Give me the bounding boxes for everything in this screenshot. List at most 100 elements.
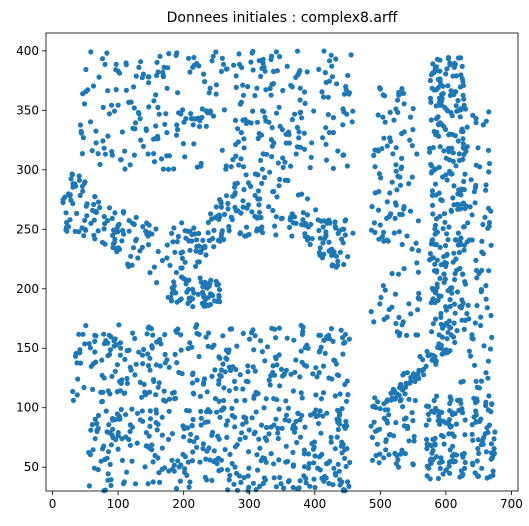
data-point (453, 103, 459, 109)
data-point (332, 219, 338, 225)
data-point (229, 326, 235, 332)
data-point (384, 143, 390, 149)
data-point (464, 124, 470, 130)
data-point (323, 125, 329, 131)
data-point (278, 481, 284, 487)
data-point (241, 187, 247, 193)
data-point (424, 446, 430, 452)
data-point (445, 54, 452, 61)
data-point (137, 116, 143, 122)
data-point (147, 355, 153, 361)
data-point (376, 171, 382, 177)
data-point (299, 191, 305, 197)
data-point (190, 449, 196, 455)
data-point (260, 60, 266, 66)
data-point (263, 396, 269, 402)
data-point (438, 314, 444, 320)
data-point (329, 74, 335, 80)
data-point (394, 329, 400, 335)
data-point (386, 306, 392, 313)
data-point (95, 151, 101, 157)
data-point (322, 350, 328, 356)
data-point (238, 156, 244, 162)
data-point (342, 218, 348, 224)
data-point (389, 179, 395, 185)
data-point (219, 228, 225, 234)
data-point (301, 130, 307, 136)
data-point (270, 363, 276, 369)
data-point (271, 475, 277, 481)
plot-frame (45, 32, 519, 492)
data-point (122, 356, 128, 362)
data-point (486, 422, 493, 428)
data-point (267, 382, 273, 388)
data-point (205, 419, 211, 425)
data-point (90, 386, 96, 392)
x-axis: 0 100 200 300 400 500 600 700 (49, 491, 523, 511)
data-point (335, 148, 341, 154)
data-point (99, 56, 106, 62)
data-point (402, 391, 408, 397)
data-point (486, 160, 493, 167)
data-point (182, 259, 188, 265)
data-point (313, 207, 319, 213)
data-point (218, 457, 224, 463)
data-point (317, 235, 323, 241)
data-point (103, 408, 109, 414)
data-point (237, 231, 243, 237)
data-point (164, 85, 170, 91)
data-point (210, 113, 217, 119)
data-point (129, 424, 135, 430)
data-point (485, 147, 492, 153)
data-point (450, 150, 456, 156)
data-point (350, 108, 356, 114)
data-point (118, 345, 124, 351)
data-point (483, 118, 489, 124)
data-point (302, 89, 308, 95)
data-point (128, 367, 134, 373)
data-point (102, 61, 108, 67)
data-point (411, 434, 417, 440)
data-point (313, 392, 319, 398)
data-point (160, 72, 166, 78)
data-point (146, 80, 152, 86)
data-point (303, 221, 309, 227)
data-point (133, 214, 139, 220)
data-point (175, 326, 181, 332)
data-point (317, 252, 323, 258)
data-point (246, 449, 252, 455)
data-point (110, 241, 116, 247)
data-point (259, 180, 265, 186)
data-point (307, 241, 313, 248)
data-point (456, 107, 462, 113)
x-tick-label: 600 (434, 497, 457, 511)
data-point (178, 111, 184, 117)
data-point (391, 433, 397, 439)
data-point (216, 381, 222, 387)
data-point (123, 412, 129, 418)
data-point (102, 151, 108, 157)
data-point (291, 337, 297, 343)
data-point (190, 416, 196, 423)
data-point (169, 457, 175, 463)
data-point (394, 391, 400, 397)
data-point (371, 152, 377, 158)
data-point (342, 381, 348, 388)
data-point (292, 369, 298, 375)
data-point (170, 239, 176, 245)
data-point (395, 97, 401, 103)
data-point (109, 215, 115, 221)
data-point (271, 461, 277, 467)
data-point (430, 436, 436, 442)
data-point (166, 396, 173, 402)
data-point (203, 303, 209, 309)
data-point (273, 214, 279, 220)
data-point (113, 61, 119, 67)
data-point (301, 146, 308, 152)
data-point (334, 372, 340, 378)
data-point (343, 463, 349, 470)
data-point (439, 197, 445, 204)
data-point (437, 213, 443, 219)
data-point (271, 140, 277, 146)
data-point (222, 447, 228, 453)
